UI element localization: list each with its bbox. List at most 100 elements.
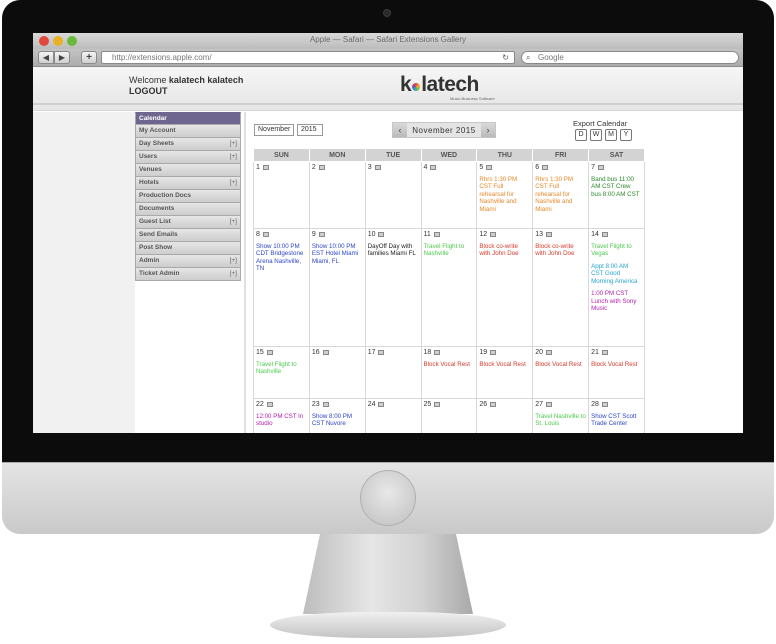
calendar-day-cell[interactable]: 28 Show CST Scott Trade Center xyxy=(588,398,645,433)
calendar-day-cell[interactable]: 22 12:00 PM CST In studio xyxy=(253,398,310,433)
calendar-event[interactable]: Travel Flight to Vegas xyxy=(591,242,632,258)
calendar-event[interactable]: 1:00 PM CST Lunch with Sony Music xyxy=(591,290,637,312)
add-event-icon[interactable] xyxy=(486,165,493,171)
calendar-day-cell[interactable]: 4 xyxy=(420,161,478,229)
add-event-icon[interactable] xyxy=(434,402,441,408)
add-event-icon[interactable] xyxy=(378,232,385,238)
export-year-button[interactable]: Y xyxy=(620,129,632,141)
calendar-day-cell[interactable]: 21 Block Vocal Rest xyxy=(588,346,645,399)
calendar-day-cell[interactable]: 8 Show 10:00 PM CDT Bridgestone Arena Nas… xyxy=(253,228,310,347)
calendar-event[interactable]: Travel Flight to Nashville xyxy=(256,360,297,376)
calendar-event[interactable]: Band bus 11:00 AM CST Crew bus 8:00 AM C… xyxy=(591,175,640,198)
add-event-icon[interactable] xyxy=(262,165,269,171)
close-window-button[interactable] xyxy=(39,36,49,46)
add-event-icon[interactable] xyxy=(546,402,553,408)
calendar-day-cell[interactable]: 10 DayOff Day with families Miami FL xyxy=(364,228,422,347)
calendar-day-cell[interactable]: 24 xyxy=(364,398,422,433)
calendar-day-cell[interactable]: 1 xyxy=(253,161,310,229)
sidebar-item-guest-list[interactable]: Guest List [+] xyxy=(135,216,241,229)
calendar-event[interactable]: DayOff Day with families Miami FL xyxy=(367,242,416,258)
calendar-day-cell[interactable]: 13 Block co-write with John Doe xyxy=(532,228,590,347)
add-event-icon[interactable] xyxy=(266,402,273,408)
kalatech-logo[interactable]: k latech xyxy=(400,73,479,97)
add-event-icon[interactable] xyxy=(490,350,497,356)
add-event-icon[interactable] xyxy=(322,350,329,356)
add-event-icon[interactable] xyxy=(433,232,440,238)
calendar-event[interactable]: Block Vocal Rest xyxy=(423,360,470,368)
calendar-event[interactable]: 12:00 PM CST In studio xyxy=(256,412,304,428)
add-event-icon[interactable] xyxy=(318,232,325,238)
add-event-icon[interactable] xyxy=(601,232,608,238)
search-field[interactable]: ⌕ Google xyxy=(521,51,739,64)
calendar-event[interactable]: Travel Nashville to St. Louis xyxy=(535,412,586,428)
calendar-day-cell[interactable]: 25 xyxy=(420,398,478,433)
add-event-icon[interactable] xyxy=(597,165,604,171)
sidebar-item-venues[interactable]: Venues xyxy=(135,164,241,177)
calendar-day-cell[interactable]: 16 xyxy=(308,346,366,399)
expand-icon[interactable]: [+] xyxy=(229,153,237,160)
export-day-button[interactable]: D xyxy=(575,129,587,141)
calendar-day-cell[interactable]: 6 Rhrs 1:30 PM CST Full rehearsal for Nas… xyxy=(532,161,590,229)
calendar-day-cell[interactable]: 26 xyxy=(476,398,534,433)
calendar-event[interactable]: Block co-write with John Doe xyxy=(535,242,575,258)
add-event-icon[interactable] xyxy=(430,165,437,171)
expand-icon[interactable]: [+] xyxy=(229,218,237,225)
expand-icon[interactable]: [+] xyxy=(229,257,237,264)
sidebar-item-users[interactable]: Users [+] xyxy=(135,151,241,164)
sidebar-item-hotels[interactable]: Hotels [+] xyxy=(135,177,241,190)
sidebar-item-calendar[interactable]: Calendar xyxy=(135,112,241,125)
calendar-day-cell[interactable]: 20 Block Vocal Rest xyxy=(532,346,590,399)
sidebar-item-ticket-admin[interactable]: Ticket Admin [+] xyxy=(135,268,241,281)
year-select[interactable]: 2015 xyxy=(297,124,323,136)
calendar-event[interactable]: Rhrs 1:30 PM CST Full rehearsal for Nash… xyxy=(479,175,518,213)
back-button[interactable]: ◀ xyxy=(38,51,54,64)
add-bookmark-button[interactable]: + xyxy=(81,51,97,64)
export-week-button[interactable]: W xyxy=(590,129,602,141)
calendar-event[interactable]: Travel Flight to Nashville xyxy=(423,242,465,258)
expand-icon[interactable]: [+] xyxy=(229,140,237,147)
calendar-day-cell[interactable]: 7 Band bus 11:00 AM CST Crew bus 8:00 AM … xyxy=(588,161,645,229)
calendar-day-cell[interactable]: 12 Block co-write with John Doe xyxy=(476,228,534,347)
sidebar-item-production-docs[interactable]: Production Docs xyxy=(135,190,241,203)
calendar-day-cell[interactable]: 18 Block Vocal Rest xyxy=(420,346,478,399)
logout-link[interactable]: LOGOUT xyxy=(129,86,168,96)
calendar-event[interactable]: Show 8:00 PM CST Nuvore xyxy=(311,412,353,428)
add-event-icon[interactable] xyxy=(262,232,269,238)
calendar-day-cell[interactable]: 23 Show 8:00 PM CST Nuvore xyxy=(308,398,366,433)
add-event-icon[interactable] xyxy=(318,165,325,171)
calendar-day-cell[interactable]: 9 Show 10:00 PM EST Hotel Miami Miami, FL xyxy=(308,228,366,347)
calendar-event[interactable]: Block co-write with John Doe xyxy=(479,242,519,258)
add-event-icon[interactable] xyxy=(490,402,497,408)
calendar-event[interactable]: Appt 8:00 AM CST Good Morning America xyxy=(591,262,638,285)
sidebar-item-send-emails[interactable]: Send Emails xyxy=(135,229,241,242)
calendar-day-cell[interactable]: 2 xyxy=(308,161,366,229)
add-event-icon[interactable] xyxy=(378,350,385,356)
forward-button[interactable]: ▶ xyxy=(54,51,70,64)
calendar-event[interactable]: Block Vocal Rest xyxy=(479,360,526,368)
sidebar-item-admin[interactable]: Admin [+] xyxy=(135,255,241,268)
sidebar-item-day-sheets[interactable]: Day Sheets [+] xyxy=(135,138,241,151)
minimize-window-button[interactable] xyxy=(53,36,63,46)
month-select[interactable]: November xyxy=(254,124,294,136)
prev-month-button[interactable]: ‹ xyxy=(393,123,407,137)
calendar-day-cell[interactable]: 11 Travel Flight to Nashville xyxy=(420,228,478,347)
add-event-icon[interactable] xyxy=(546,232,553,238)
calendar-event[interactable]: Show 10:00 PM CDT Bridgestone Arena Nash… xyxy=(256,242,304,273)
add-event-icon[interactable] xyxy=(378,402,385,408)
calendar-event[interactable]: Show 10:00 PM EST Hotel Miami Miami, FL xyxy=(311,242,359,265)
zoom-window-button[interactable] xyxy=(67,36,77,46)
calendar-event[interactable]: Block Vocal Rest xyxy=(535,360,582,368)
expand-icon[interactable]: [+] xyxy=(229,179,237,186)
next-month-button[interactable]: › xyxy=(481,123,495,137)
add-event-icon[interactable] xyxy=(601,350,608,356)
export-month-button[interactable]: M xyxy=(605,129,617,141)
add-event-icon[interactable] xyxy=(601,402,608,408)
add-event-icon[interactable] xyxy=(322,402,329,408)
calendar-event[interactable]: Block Vocal Rest xyxy=(591,360,638,368)
calendar-day-cell[interactable]: 15 Travel Flight to Nashville xyxy=(253,346,310,399)
calendar-day-cell[interactable]: 3 xyxy=(364,161,422,229)
reload-icon[interactable]: ↻ xyxy=(502,53,509,62)
add-event-icon[interactable] xyxy=(546,350,553,356)
expand-icon[interactable]: [+] xyxy=(229,270,237,277)
calendar-event[interactable]: Show CST Scott Trade Center xyxy=(591,412,637,428)
